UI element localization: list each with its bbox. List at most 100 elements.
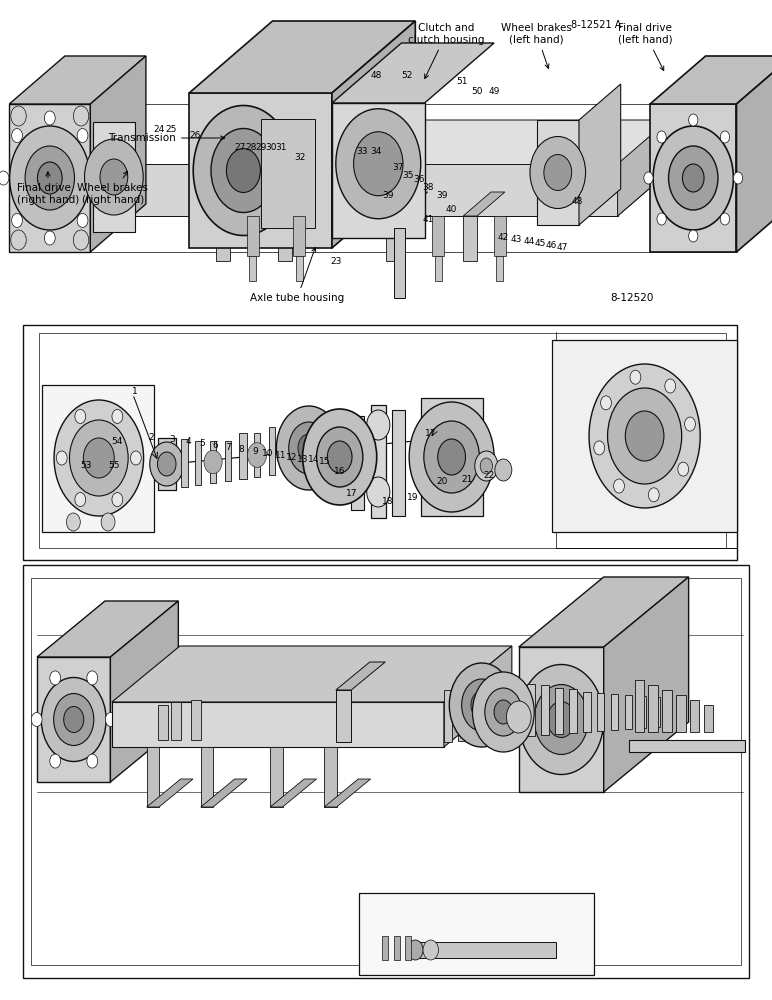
Circle shape [85,139,144,215]
Text: 55: 55 [109,462,120,471]
Text: 45: 45 [535,239,546,248]
Circle shape [77,129,88,143]
Circle shape [211,128,276,213]
Polygon shape [435,256,442,281]
Circle shape [601,396,611,410]
Text: 18: 18 [382,496,393,506]
Polygon shape [147,779,193,807]
Polygon shape [463,192,505,216]
Polygon shape [195,441,201,485]
Polygon shape [583,692,591,732]
Circle shape [44,231,56,245]
Polygon shape [37,657,110,782]
Text: Final drive
(right hand): Final drive (right hand) [17,172,80,205]
Circle shape [75,493,86,507]
Polygon shape [421,398,482,516]
Polygon shape [210,441,216,483]
Text: 21: 21 [462,475,472,484]
Text: 41: 41 [423,215,434,224]
Text: 25: 25 [166,125,177,134]
Circle shape [472,672,534,752]
Circle shape [733,172,743,184]
Circle shape [83,438,114,478]
Circle shape [495,459,512,481]
Text: 4: 4 [185,438,191,446]
Circle shape [63,706,83,732]
Circle shape [298,434,320,462]
Polygon shape [662,690,672,732]
Polygon shape [327,427,334,467]
Text: 43: 43 [511,235,522,244]
Text: Wheel brakes
(left hand): Wheel brakes (left hand) [501,23,572,68]
Polygon shape [386,216,400,261]
Polygon shape [351,416,364,510]
Circle shape [367,477,390,507]
Text: 10: 10 [262,450,273,458]
Text: Clutch and
clutch housing: Clutch and clutch housing [408,23,485,79]
Text: 1: 1 [132,387,138,396]
Circle shape [485,688,522,736]
Text: 50: 50 [472,88,482,97]
Text: 49: 49 [489,88,499,97]
Circle shape [69,420,128,496]
Circle shape [87,671,98,685]
Text: 8: 8 [239,446,245,454]
Polygon shape [171,702,181,740]
Polygon shape [638,696,646,728]
Polygon shape [604,577,689,792]
Polygon shape [93,122,135,232]
Polygon shape [704,705,713,732]
Circle shape [0,171,9,185]
Polygon shape [336,662,385,690]
Text: 44: 44 [524,237,535,246]
Text: 40: 40 [445,205,456,214]
Polygon shape [37,601,178,657]
Polygon shape [569,689,577,733]
Circle shape [644,172,653,184]
Polygon shape [635,680,644,732]
Circle shape [303,409,377,505]
Circle shape [112,493,123,507]
Circle shape [86,754,97,768]
Circle shape [423,940,438,960]
Polygon shape [342,427,348,465]
Polygon shape [270,747,283,807]
Polygon shape [386,192,428,216]
Polygon shape [112,646,512,702]
Circle shape [31,712,42,726]
Polygon shape [405,936,411,960]
Circle shape [657,213,666,225]
Text: 39: 39 [436,190,447,200]
Text: 7: 7 [225,444,232,452]
Text: 13: 13 [297,454,308,464]
Circle shape [669,146,718,210]
Circle shape [112,409,123,423]
Circle shape [438,439,466,475]
Circle shape [630,370,641,384]
Text: 23: 23 [330,257,341,266]
Polygon shape [332,103,425,238]
Circle shape [54,400,144,516]
Circle shape [589,364,700,508]
Circle shape [494,700,513,724]
Text: 22: 22 [484,472,495,481]
Circle shape [25,146,75,210]
Polygon shape [324,779,371,807]
Polygon shape [382,936,388,960]
Circle shape [462,679,502,731]
Polygon shape [463,216,477,261]
Circle shape [614,479,625,493]
Circle shape [204,450,222,474]
Text: 15: 15 [319,456,330,466]
Text: 32: 32 [294,153,305,162]
Circle shape [720,131,730,143]
Text: 53: 53 [81,462,92,471]
Text: 46: 46 [546,241,557,250]
Circle shape [653,126,733,230]
Circle shape [685,417,696,431]
Circle shape [682,164,704,192]
Polygon shape [269,427,275,475]
Circle shape [317,427,363,487]
Polygon shape [270,779,317,807]
Circle shape [678,462,689,476]
